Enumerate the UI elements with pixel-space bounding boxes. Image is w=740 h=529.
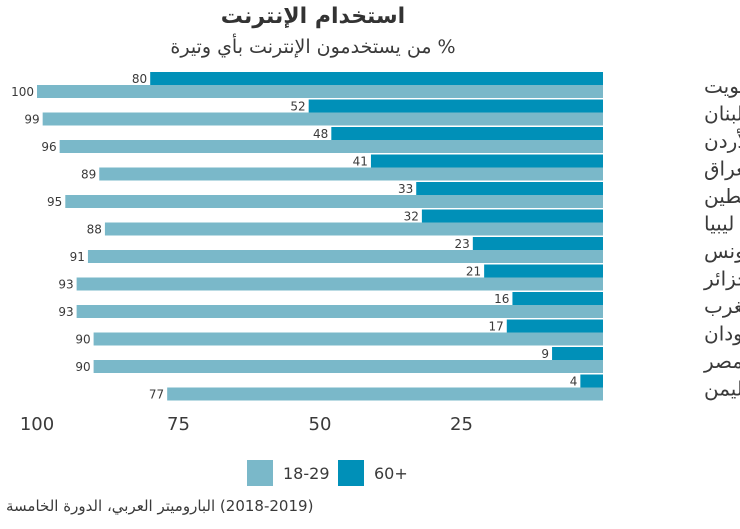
data-label-older: 32 xyxy=(404,210,419,224)
x-tick-label: 100 xyxy=(20,414,54,435)
legend-label-young: 18-29 xyxy=(283,463,330,483)
data-label-older: 23 xyxy=(455,237,470,251)
data-label-older: 41 xyxy=(353,155,368,169)
category-label: فلسطين xyxy=(704,184,740,208)
category-label: ليبيا xyxy=(704,212,734,236)
legend-item-young: 18-29 xyxy=(247,460,330,486)
data-label-young: 88 xyxy=(87,223,102,237)
legend-swatch-young xyxy=(247,460,273,486)
bar-young xyxy=(99,167,603,181)
bar-young xyxy=(76,305,604,318)
legend-swatch-older xyxy=(338,460,364,486)
category-label: الأردن xyxy=(704,129,740,153)
bar-older xyxy=(552,347,603,360)
legend: 18-29 60+ xyxy=(0,460,740,490)
category-label: الكويت xyxy=(704,74,740,98)
data-label-older: 48 xyxy=(313,127,328,141)
data-label-young: 100 xyxy=(11,85,34,99)
data-label-older: 80 xyxy=(132,72,147,86)
data-label-older: 33 xyxy=(398,182,413,196)
bar-young xyxy=(167,387,603,401)
bar-young xyxy=(42,112,604,126)
category-label: مصر xyxy=(703,349,740,373)
x-tick-label: 25 xyxy=(450,414,473,435)
data-label-young: 77 xyxy=(149,388,164,402)
category-label: اليمن xyxy=(704,377,740,401)
bar-chart: 80 100 الكويت 52 99 لبنان 48 96 الأردن 41 89 العراق… xyxy=(11,72,740,435)
bar-older xyxy=(416,182,603,195)
x-tick-label: 50 xyxy=(309,414,332,435)
data-label-older: 16 xyxy=(494,292,509,306)
bar-older xyxy=(512,292,603,305)
bar-older xyxy=(150,72,603,85)
bar-young xyxy=(87,250,603,263)
bar-young xyxy=(76,277,604,291)
bar-young xyxy=(93,360,603,373)
bar-young xyxy=(65,195,604,208)
bar-young xyxy=(37,85,603,98)
data-label-young: 99 xyxy=(24,113,39,127)
data-label-young: 95 xyxy=(47,195,62,209)
data-label-older: 4 xyxy=(570,375,578,389)
data-label-older: 52 xyxy=(290,100,305,114)
legend-item-older: 60+ xyxy=(338,460,408,486)
data-label-young: 91 xyxy=(70,250,85,264)
data-label-young: 93 xyxy=(58,305,73,319)
bar-young xyxy=(59,140,603,153)
category-label: لبنان xyxy=(704,102,740,126)
source-note: (2018-2019) الباروميتر العربي، الدورة ال… xyxy=(6,497,314,515)
bar-older xyxy=(370,154,603,168)
legend-label-older: 60+ xyxy=(374,463,408,483)
data-label-young: 90 xyxy=(75,333,90,347)
chart-title: استخدام الإنترنت xyxy=(220,4,406,29)
chart-subtitle: % من يستخدمون الإنترنت بأي وتيرة xyxy=(170,36,456,58)
data-label-older: 17 xyxy=(488,320,503,334)
data-label-young: 89 xyxy=(81,168,96,182)
bar-young xyxy=(93,332,603,346)
bar-young xyxy=(104,222,604,236)
data-label-young: 93 xyxy=(58,278,73,292)
bar-older xyxy=(506,319,603,333)
x-tick-label: 75 xyxy=(167,414,190,435)
data-label-young: 90 xyxy=(75,360,90,374)
category-label: العراق xyxy=(704,157,740,181)
bar-older xyxy=(331,127,603,140)
data-label-older: 9 xyxy=(541,347,549,361)
category-label: الجزائر xyxy=(703,267,740,291)
category-label: السودان xyxy=(704,322,740,346)
category-label: تونس xyxy=(704,239,740,263)
bar-older xyxy=(421,209,603,223)
bar-older xyxy=(308,99,603,113)
category-label: المغرب xyxy=(704,294,740,318)
bar-older xyxy=(472,237,603,250)
data-label-older: 21 xyxy=(466,265,481,279)
bar-older xyxy=(484,264,603,278)
data-label-young: 96 xyxy=(41,140,56,154)
bar-older xyxy=(580,374,603,388)
